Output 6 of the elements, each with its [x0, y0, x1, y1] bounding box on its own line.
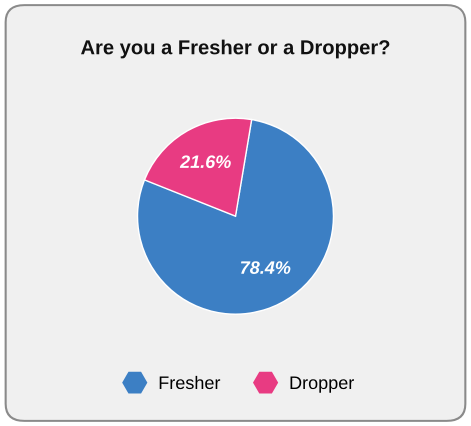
- data-label: 78.4%: [240, 261, 290, 274]
- legend-label: Dropper: [290, 376, 354, 393]
- pie-slice: [136, 118, 334, 315]
- chart-title: Are you a Fresher or a Dropper?: [81, 40, 390, 58]
- legend-label: Fresher: [160, 376, 220, 390]
- data-label: 21.6%: [180, 155, 231, 168]
